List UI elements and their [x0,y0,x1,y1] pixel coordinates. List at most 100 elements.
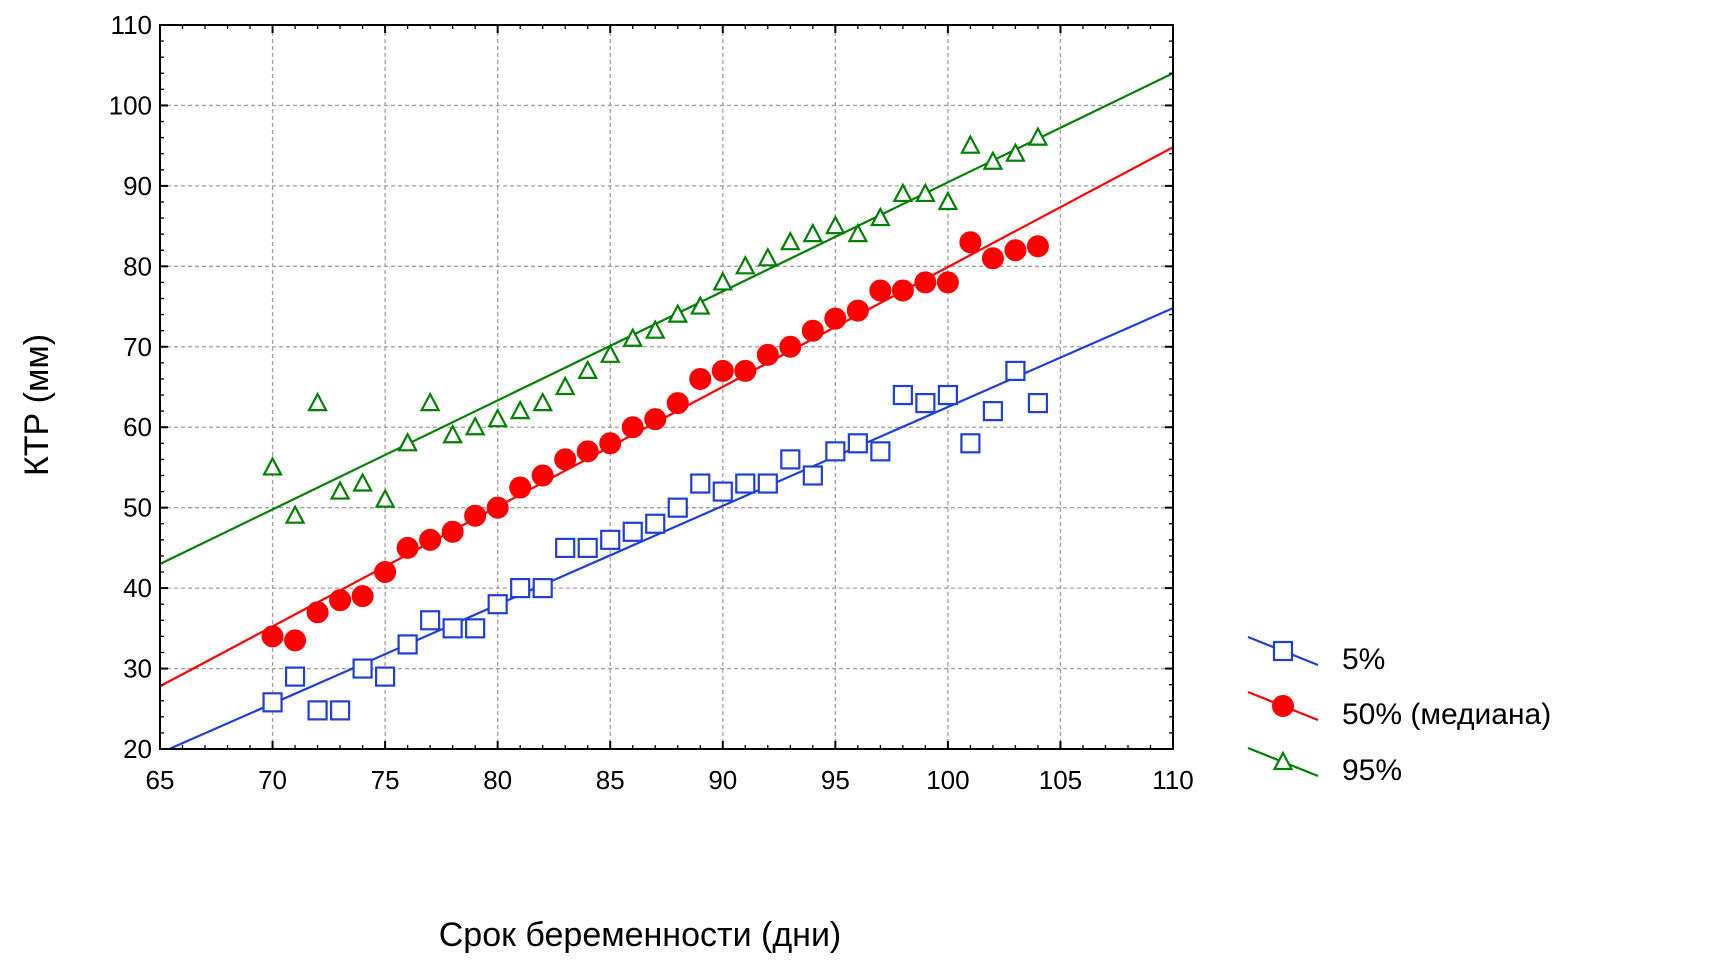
point-series-1 [734,359,757,382]
y-tick-label: 80 [123,251,152,281]
point-series-2 [1005,142,1026,162]
point-series-2 [397,431,418,452]
point-series-2 [937,190,959,211]
x-tick-label: 75 [371,765,400,795]
point-series-0 [735,473,756,494]
point-series-2 [509,399,531,420]
point-series-0 [937,384,958,406]
point-series-2 [577,359,599,380]
point-series-1 [419,528,442,551]
y-tick-label: 30 [123,654,152,684]
point-series-2 [757,246,779,267]
point-series-2 [374,488,396,508]
legend-label-series-0: 5% [1342,643,1385,676]
y-tick-label: 50 [123,493,152,523]
legend-label-series-1: 50% (медиана) [1342,698,1551,731]
point-series-1 [689,367,712,390]
point-series-1 [284,629,307,652]
point-series-2 [825,214,846,235]
x-tick-label: 110 [1152,765,1193,795]
legend: 5% 50% (медиана) 95% [1247,635,1551,787]
point-series-0 [622,521,643,542]
x-axis-title: Срок беременности (дни) [439,916,842,954]
x-tick-label: 80 [483,765,512,795]
x-tick-label: 70 [258,765,287,795]
y-tick-label: 90 [123,171,152,201]
point-series-0 [825,441,846,462]
point-series-1 [914,271,937,294]
point-series-1 [329,589,352,612]
x-tick-label: 105 [1039,765,1082,795]
fit-lines [159,72,1174,751]
point-series-0 [262,692,283,713]
point-series-0 [600,529,621,550]
point-series-2 [915,182,936,203]
point-series-1 [936,271,959,294]
point-series-0 [532,578,553,599]
x-tick-label: 90 [708,765,737,795]
point-series-0 [329,700,351,721]
point-series-0 [577,537,598,558]
point-series-2 [599,343,621,363]
point-series-2 [352,472,373,492]
y-axis-title: КТР (мм) [18,334,56,476]
y-tick-label: 110 [111,10,152,40]
point-series-1 [599,432,622,455]
point-series-1 [509,476,532,499]
point-series-2 [554,375,576,396]
point-series-0 [442,618,463,639]
x-tick-label: 100 [926,765,969,795]
point-series-1 [464,504,487,527]
point-series-1 [306,601,329,624]
plot-frame [159,24,1174,750]
point-series-2 [464,415,486,436]
point-series-0 [892,384,913,406]
point-series-1 [981,247,1004,270]
x-tick-label: 95 [821,765,850,795]
point-series-2 [779,230,801,251]
point-series-2 [419,391,441,412]
point-series-0 [690,473,711,494]
point-series-1 [779,335,802,358]
point-series-1 [374,561,397,584]
point-series-1 [396,536,419,559]
point-series-0 [307,700,328,721]
point-series-0 [780,449,801,470]
point-series-1 [891,279,914,302]
point-series-0 [465,618,486,639]
point-series-0 [352,658,373,679]
point-series-1 [711,359,734,382]
point-series-0 [487,594,508,615]
point-series-0 [915,392,936,414]
point-series-1 [486,496,509,519]
point-series-2 [1027,126,1049,146]
point-series-2 [802,222,824,243]
y-tick-label: 40 [123,573,152,603]
point-series-1 [621,416,644,439]
point-series-0 [284,666,306,687]
legend-marker-series-2 [1272,750,1294,771]
fit-line-series-0 [168,307,1174,751]
x-tick-label: 85 [596,765,625,795]
point-series-2 [667,303,689,323]
point-series-0 [420,610,441,631]
y-tick-label: 70 [123,332,152,362]
point-series-2 [307,391,328,412]
point-series-1 [756,343,779,366]
point-series-2 [734,254,756,275]
point-series-1 [869,279,892,302]
point-series-1 [531,464,554,487]
point-series-2 [712,271,734,291]
point-series-2 [487,407,508,428]
point-series-0 [555,537,576,558]
point-series-1 [576,440,599,463]
point-series-0 [375,666,396,687]
point-series-1 [554,448,577,471]
data-points [261,126,1049,721]
point-series-1 [1026,235,1049,258]
point-series-2 [644,319,666,339]
point-series-1 [959,231,982,254]
fit-line-series-2 [159,72,1174,565]
point-series-0 [982,401,1004,422]
